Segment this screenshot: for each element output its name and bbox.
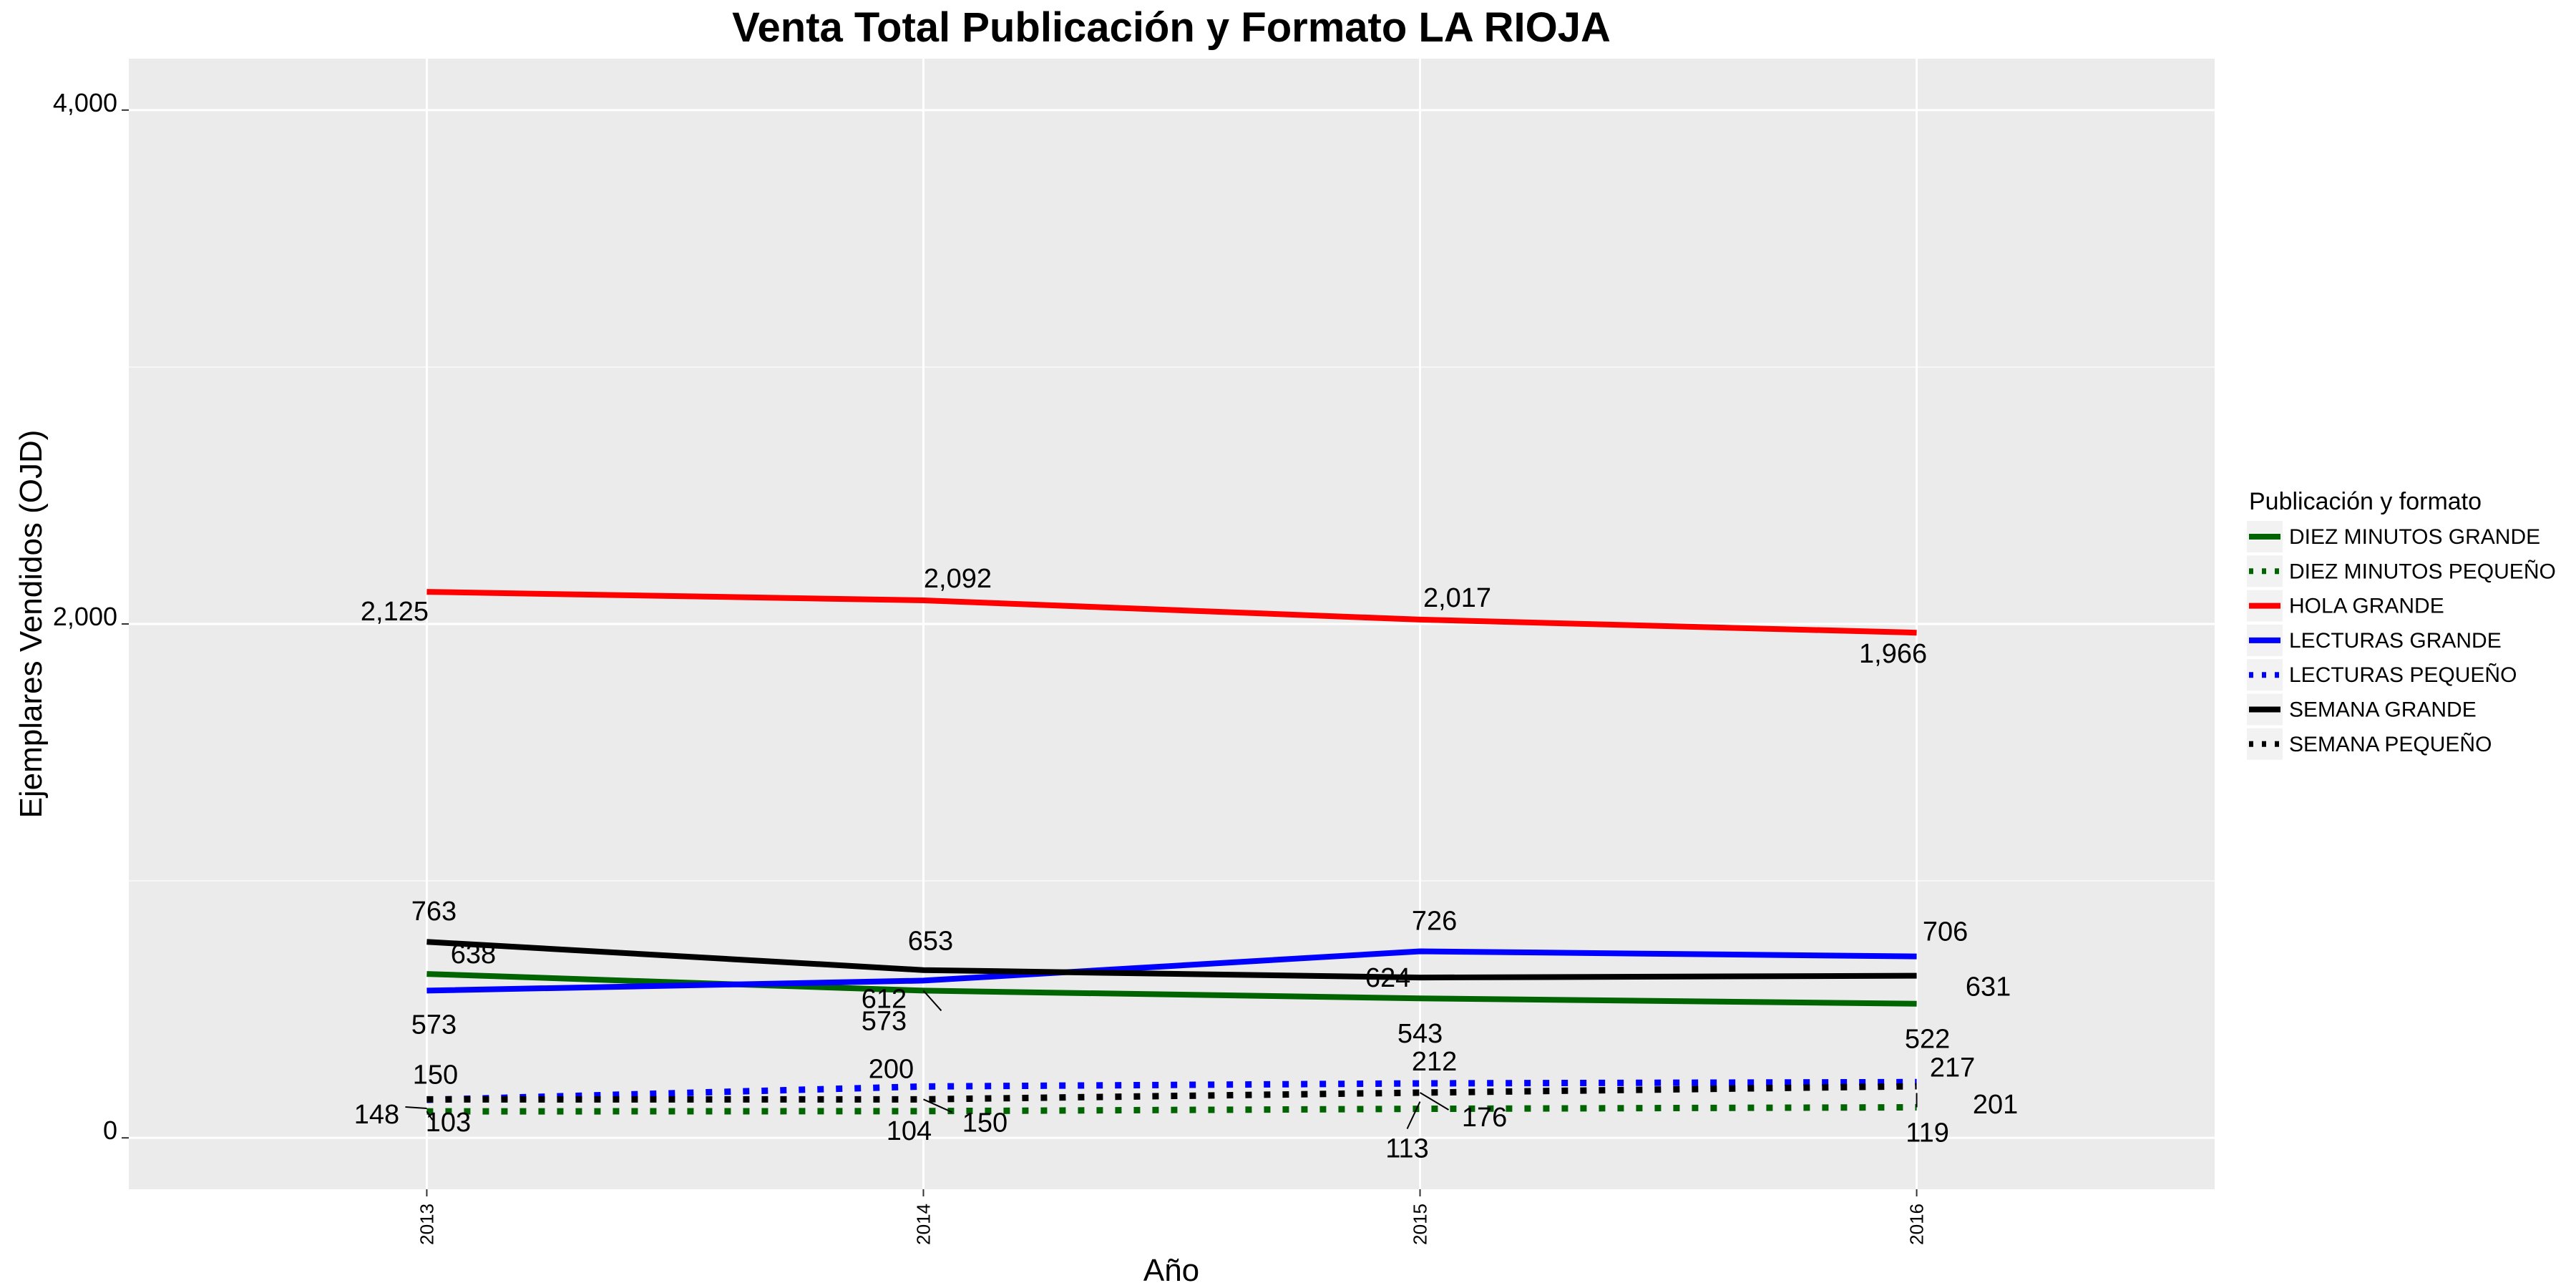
legend-label: HOLA GRANDE [2289,595,2444,618]
data-label: 150 [413,1060,458,1090]
y-axis-title: Ejemplares Vendidos (OJD) [14,430,49,819]
data-label: 217 [1930,1053,1975,1083]
y-tick-label: 0 [103,1116,117,1145]
data-labels: 638 573 543 522 103 104 113 119 2,125 2,092 2,017 1… [354,564,2019,1164]
legend-item: LECTURAS GRANDE [2247,624,2502,656]
x-tick-label: 2015 [1410,1204,1431,1245]
data-label: 212 [1412,1047,1457,1077]
series-line-lecturas-grande [426,948,1917,994]
data-label: 113 [1385,1134,1429,1164]
data-label: 631 [1966,972,2011,1002]
legend-label: DIEZ MINUTOS GRANDE [2289,525,2540,549]
chart-title: Venta Total Publicación y Formato LA RIO… [732,4,1611,51]
data-label: 1,966 [1859,639,1927,669]
label-leader [922,990,942,1012]
y-tick-label: 4,000 [53,88,117,117]
data-label: 763 [411,897,457,927]
series-line-semana-grande [426,939,1917,981]
data-label: 103 [426,1108,471,1138]
data-label: 176 [1462,1103,1507,1133]
label-leader [1406,1101,1421,1130]
series-line-diez-minutos-pequeno [426,1103,1917,1115]
label-leader [426,1111,434,1121]
data-label: 573 [862,1006,907,1036]
data-label: 201 [1973,1090,2018,1120]
legend-item: SEMANA PEQUEÑO [2247,728,2492,760]
legend-label: SEMANA PEQUEÑO [2289,732,2492,756]
data-label: 706 [1923,917,1968,947]
legend-label: SEMANA GRANDE [2289,698,2477,722]
data-label: 104 [887,1116,932,1146]
legend-item: DIEZ MINUTOS PEQUEÑO [2247,555,2556,587]
legend-item: LECTURAS PEQUEÑO [2247,659,2517,691]
x-axis-title: Año [1143,1253,1199,1288]
data-label: 522 [1905,1025,1950,1055]
grid [129,59,2215,1189]
y-tick-label: 2,000 [53,602,117,631]
x-axis: 2013 2014 2015 2016 [416,1189,1928,1245]
y-axis: 0 2,000 4,000 [53,88,129,1145]
data-label: 2,017 [1423,583,1491,613]
series-line-hola-grande [426,589,1917,636]
data-label: 638 [451,940,496,970]
legend-label: DIEZ MINUTOS PEQUEÑO [2289,559,2556,583]
legend-item: HOLA GRANDE [2247,590,2444,622]
data-label: 726 [1412,906,1457,936]
legend-title: Publicación y formato [2249,488,2482,515]
data-label: 2,125 [361,597,429,627]
label-leader [405,1106,427,1110]
legend-item: DIEZ MINUTOS GRANDE [2247,521,2540,552]
legend-label: LECTURAS GRANDE [2289,629,2502,653]
data-label: 612 [862,984,907,1014]
series-layer [426,589,1917,1115]
series-line-lecturas-pequeno [426,1078,1917,1103]
x-tick-label: 2013 [416,1204,437,1245]
data-label: 624 [1365,963,1410,993]
data-label: 543 [1397,1019,1443,1049]
data-label: 150 [962,1108,1008,1138]
series-line-semana-pequeno [426,1083,1917,1103]
legend: Publicación y formato DIEZ MINUTOS GRAND… [2247,488,2556,760]
data-label: 200 [869,1054,914,1084]
legend-item: SEMANA GRANDE [2247,693,2477,726]
x-tick-label: 2016 [1906,1204,1928,1245]
x-tick-label: 2014 [912,1204,934,1245]
series-line-diez-minutos-grande [426,971,1917,1007]
data-label: 653 [908,927,953,957]
data-label: 573 [411,1010,457,1040]
data-label: 2,092 [924,564,992,594]
legend-label: LECTURAS PEQUEÑO [2289,663,2517,687]
data-label: 119 [1906,1118,1949,1148]
label-leader [1420,1092,1450,1111]
data-label: 148 [354,1100,399,1130]
label-leader [923,1098,952,1113]
